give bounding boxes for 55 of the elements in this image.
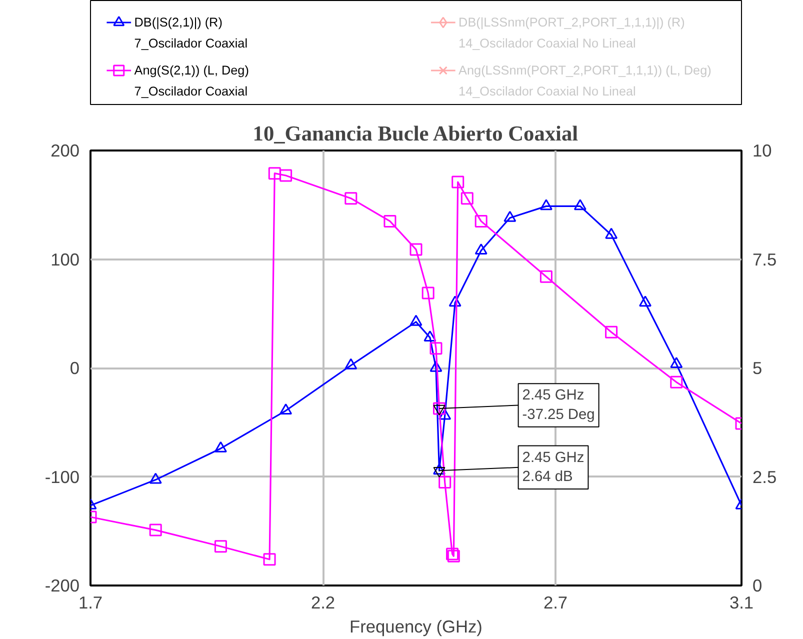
x-tick-label: 3.1 bbox=[729, 592, 754, 612]
chart-title: 10_Ganancia Bucle Abierto Coaxial bbox=[252, 122, 578, 146]
point bbox=[438, 476, 452, 488]
point bbox=[344, 358, 358, 370]
point bbox=[474, 243, 488, 254]
point bbox=[474, 214, 488, 228]
y-tick-label: 0 bbox=[70, 358, 80, 378]
x-tick-label: 2.2 bbox=[310, 592, 336, 612]
y-tick-label: -100 bbox=[44, 466, 80, 487]
point bbox=[344, 192, 358, 205]
annotation: 2.45 GHz -37.25 Deg bbox=[522, 388, 595, 423]
point bbox=[424, 330, 436, 342]
point bbox=[280, 404, 292, 415]
y2-tick-label: 7.5 bbox=[752, 249, 777, 270]
y2-tick-label: 5 bbox=[752, 358, 762, 378]
annotation: 2.45 GHz 2.64 dB bbox=[522, 450, 584, 485]
y2-tick-label: 10 bbox=[752, 140, 772, 160]
point bbox=[149, 472, 162, 484]
point bbox=[263, 553, 276, 566]
point bbox=[410, 314, 422, 326]
legend-label: DB(|S(2,1)|) (R) 7_Oscilador Coaxial bbox=[134, 16, 248, 50]
y-tick-label: 200 bbox=[50, 140, 80, 160]
point bbox=[433, 402, 446, 415]
point bbox=[214, 540, 227, 553]
point bbox=[504, 210, 516, 222]
point bbox=[540, 270, 552, 283]
point bbox=[430, 360, 442, 372]
point bbox=[605, 326, 618, 338]
point bbox=[433, 464, 446, 475]
point bbox=[149, 524, 162, 536]
y-tick-label: -200 bbox=[44, 576, 80, 596]
y2-tick-label: 0 bbox=[752, 576, 762, 596]
point bbox=[540, 199, 552, 210]
point bbox=[214, 441, 227, 452]
point bbox=[410, 243, 422, 256]
point bbox=[438, 408, 452, 420]
point bbox=[460, 192, 474, 205]
point bbox=[670, 376, 683, 388]
point bbox=[422, 286, 434, 300]
point bbox=[638, 296, 652, 307]
x-tick-label: 1.7 bbox=[78, 592, 103, 612]
point bbox=[448, 296, 462, 307]
point bbox=[280, 169, 292, 182]
point bbox=[430, 342, 442, 355]
point bbox=[574, 199, 586, 210]
point bbox=[452, 176, 464, 188]
x-axis-title: Frequency (GHz) bbox=[350, 616, 482, 636]
point bbox=[605, 228, 618, 239]
point bbox=[384, 214, 396, 228]
point bbox=[670, 356, 683, 368]
legend-label: Ang(S(2,1)) (L, Deg) 7_Oscilador Coaxial bbox=[134, 64, 249, 98]
x-tick-label: 2.7 bbox=[543, 592, 568, 612]
point bbox=[268, 167, 281, 180]
y2-tick-label: 2.5 bbox=[752, 466, 777, 487]
y-tick-label: 100 bbox=[50, 249, 80, 270]
